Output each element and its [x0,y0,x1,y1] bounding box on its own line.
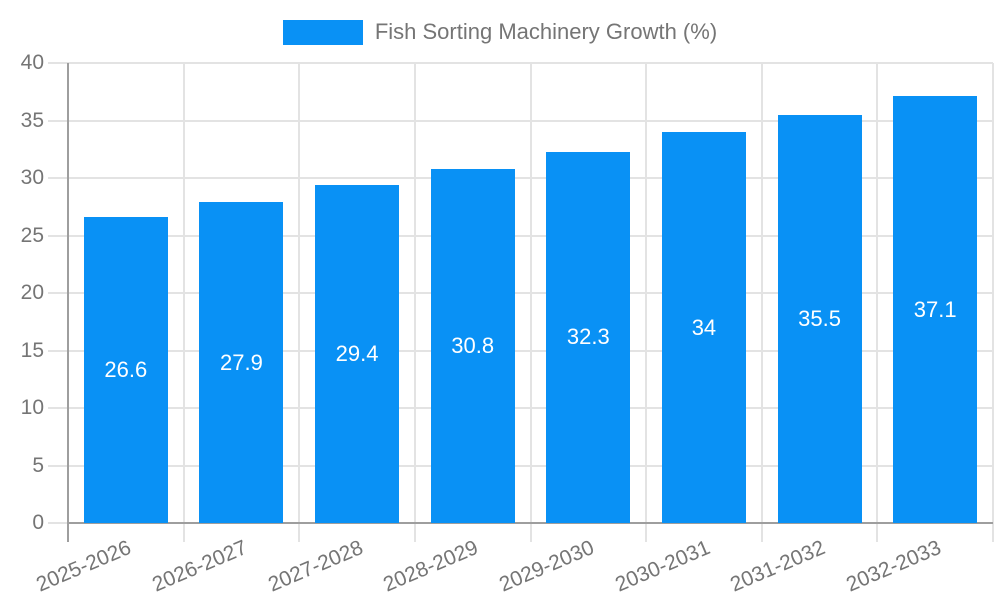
x-axis-tick-label: 2032-2033 [842,536,945,597]
bar-value-label: 32.3 [566,324,610,350]
x-gridline [645,63,648,542]
bar-value-label: 29.4 [335,340,379,366]
x-axis-tick-label: 2027-2028 [264,536,367,597]
legend-swatch [282,19,363,45]
x-gridline [298,63,301,542]
x-axis-tick-label: 2029-2030 [495,536,598,597]
bar-value-label: 27.9 [220,349,263,375]
bar-value-label: 37.1 [913,296,957,322]
bar-value-label: 35.5 [798,305,841,331]
y-gridline [48,464,993,467]
y-axis-tick-label: 5 [32,453,44,477]
x-axis-tick-label: 2025-2026 [33,536,135,597]
bar-value-label: 26.6 [104,357,148,383]
x-gridline [529,63,532,542]
bar-2029-2030[interactable]: 32.3 [546,151,631,523]
chart-legend[interactable]: Fish Sorting Machinery Growth (%) [0,19,1000,45]
y-axis-line [67,63,69,542]
x-gridline [760,63,763,542]
y-axis-tick-label: 25 [20,223,44,247]
y-gridline [48,62,993,64]
y-axis-tick-label: 30 [20,166,44,189]
y-axis-tick-label: 15 [20,338,44,362]
legend-label: Fish Sorting Machinery Growth (%) [374,19,718,44]
y-gridline [48,349,993,352]
x-axis-tick-label: 2031-2032 [727,536,829,597]
bar-2028-2029[interactable]: 30.8 [430,168,515,523]
x-axis-tick-label: 2026-2027 [148,536,251,597]
y-gridline [48,407,993,409]
bar-2025-2026[interactable]: 26.6 [83,217,168,523]
x-gridline [992,63,994,542]
bar-2031-2032[interactable]: 35.5 [777,114,862,523]
bar-2027-2028[interactable]: 29.4 [315,184,400,523]
x-axis-line [68,522,993,524]
x-axis-tick-label: 2028-2029 [380,536,482,597]
x-gridline [413,63,416,542]
y-gridline [48,292,993,294]
x-axis-tick-label: 2030-2031 [611,536,713,597]
y-axis-tick-label: 40 [20,51,44,74]
bar-2032-2033[interactable]: 37.1 [893,96,978,523]
y-axis-tick-label: 0 [32,511,44,534]
y-gridline [48,119,993,122]
bar-2030-2031[interactable]: 34 [661,132,746,523]
bar-value-label: 30.8 [451,332,495,358]
bar-value-label: 34 [691,314,717,340]
x-gridline [182,63,185,542]
y-axis-tick-label: 35 [20,108,44,132]
y-gridline [48,234,993,237]
bar-2026-2027[interactable]: 27.9 [199,202,284,523]
y-axis-tick-label: 20 [20,281,44,304]
y-gridline [48,177,993,179]
x-gridline [876,63,879,542]
y-axis-tick-label: 10 [20,396,44,419]
